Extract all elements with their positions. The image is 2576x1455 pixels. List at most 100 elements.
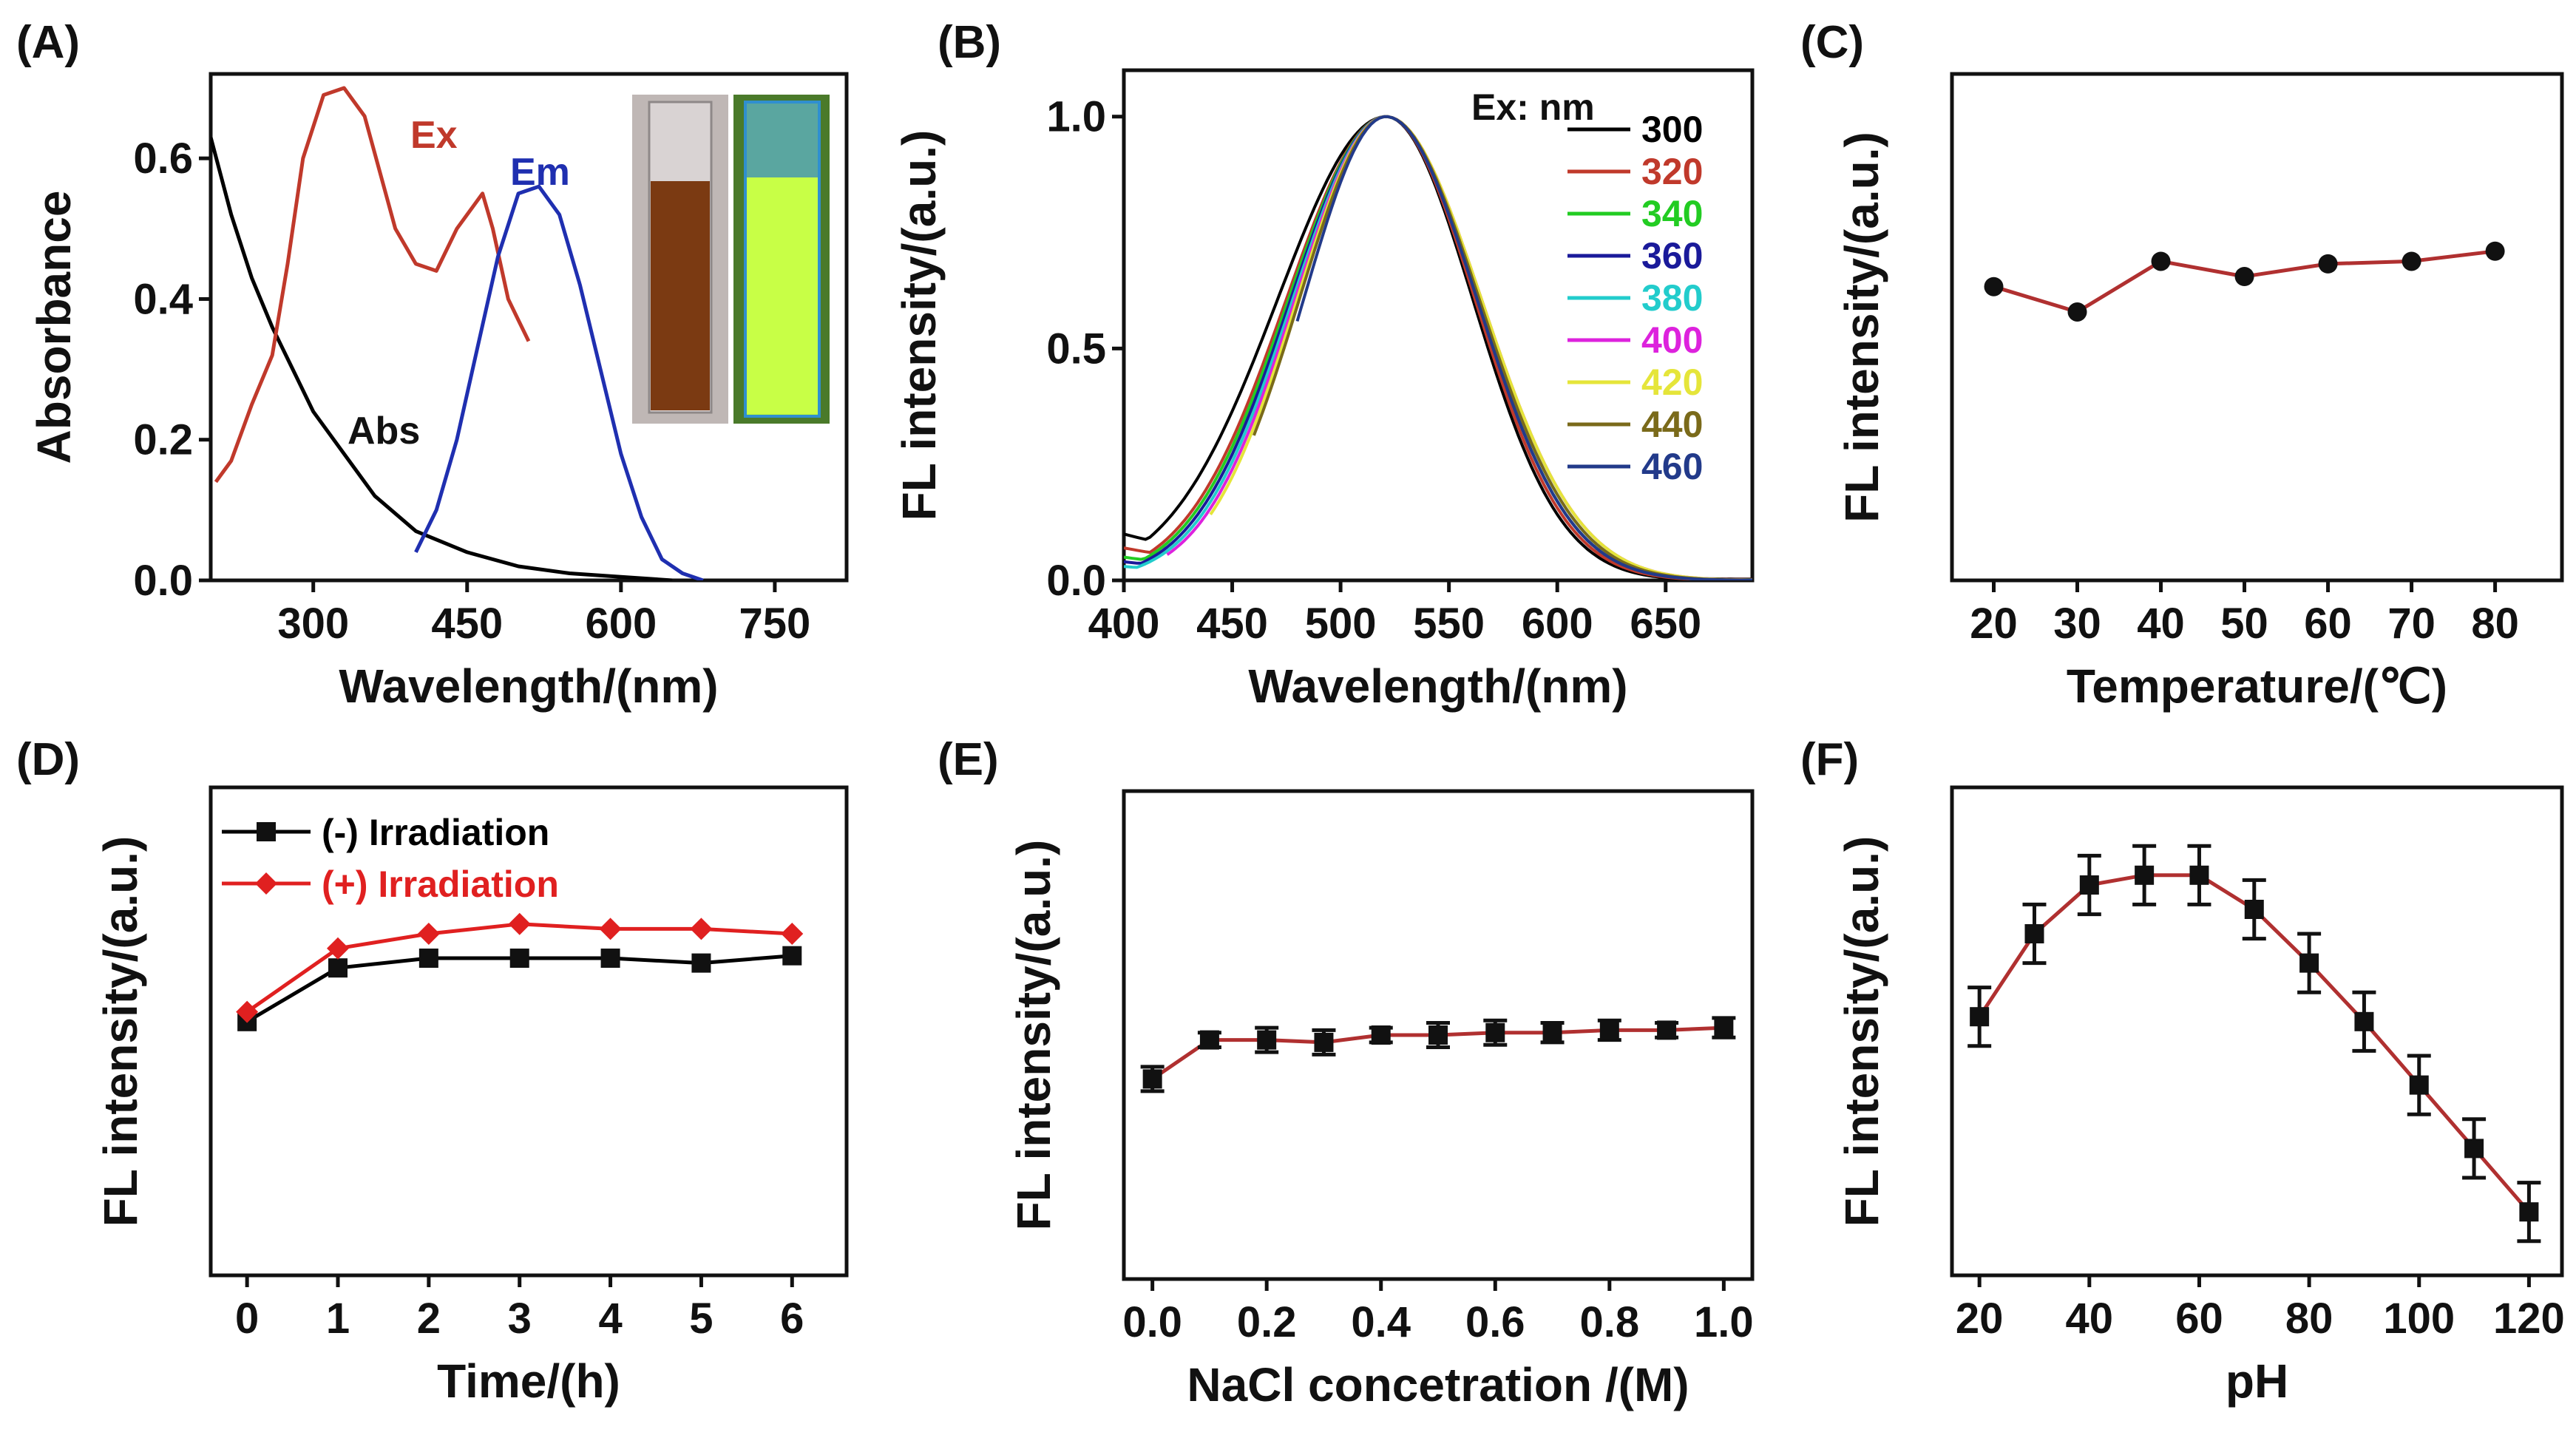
data-point — [417, 923, 440, 945]
x-axis-label: Wavelength/(nm) — [339, 659, 718, 713]
panel-label: (E) — [938, 734, 999, 785]
series-group — [1967, 844, 2541, 1244]
inset-vial-photos — [632, 95, 830, 424]
panel-b: (B) 400 450 500 550 600 650 0.0 0.5 1.0 Wavelength… — [892, 17, 1755, 713]
data-point — [781, 923, 804, 945]
data-point — [2151, 251, 2171, 271]
x-tick-label: 550 — [1413, 600, 1485, 648]
data-point — [2244, 900, 2264, 919]
y-axis-label: FL intensity/(a.u.) — [892, 130, 946, 521]
series-group — [1124, 115, 1752, 580]
legend-label: 400 — [1641, 319, 1703, 361]
data-point — [1599, 1020, 1619, 1040]
data-point — [1199, 1030, 1219, 1050]
x-tick-label: 450 — [431, 600, 503, 648]
y-axis-label: FL intensity/(a.u.) — [94, 836, 147, 1227]
x-tick-label: 120 — [2493, 1295, 2565, 1343]
legend-marker — [257, 822, 276, 841]
data-point — [236, 1000, 259, 1023]
x-tick-label: 0 — [235, 1295, 259, 1343]
plot-frame — [1122, 789, 1755, 1281]
x-tick-label: 70 — [2387, 600, 2436, 648]
data-point — [782, 946, 802, 966]
x-tick-label: 1 — [326, 1295, 350, 1343]
data-point — [1371, 1025, 1391, 1045]
x-tick-label: 80 — [2471, 600, 2519, 648]
y-axis-label: FL intensity/(a.u.) — [1835, 836, 1888, 1227]
y-tick-label: 0.2 — [133, 416, 193, 464]
data-point — [2189, 865, 2209, 885]
series-line-ex — [214, 86, 531, 484]
x-axis-label: pH — [2226, 1354, 2288, 1408]
data-point — [2234, 267, 2254, 286]
plot-frame — [209, 785, 849, 1278]
x-tick-label: 6 — [780, 1295, 804, 1343]
data-point — [1485, 1022, 1505, 1042]
vial-liquid-brown — [651, 181, 710, 410]
x-tick-label: 0.4 — [1351, 1298, 1411, 1346]
data-point — [2024, 924, 2044, 943]
legend: (-) Irradiation (+) Irradiation — [222, 812, 559, 905]
x-tick-label: 40 — [2066, 1295, 2114, 1343]
x-tick-label: 300 — [277, 600, 349, 648]
data-point — [418, 949, 438, 968]
legend-label: 440 — [1641, 404, 1703, 445]
legend-label: (+) Irradiation — [322, 864, 559, 905]
data-point — [691, 953, 711, 973]
annotation-abs: Abs — [348, 410, 420, 452]
data-point — [2402, 251, 2421, 271]
x-tick-label: 80 — [2285, 1295, 2333, 1343]
x-tick-label: 1.0 — [1694, 1298, 1754, 1346]
annotation-em: Em — [510, 151, 570, 194]
series-line-em — [414, 184, 704, 580]
panel-f: (F) 20 40 60 80 100 120 pH FL intensity/(a.u.) — [1800, 734, 2565, 1408]
x-tick-label: 5 — [689, 1295, 713, 1343]
series-line-abs — [211, 136, 673, 580]
vial-liquid-green — [747, 177, 818, 414]
x-tick-label: 500 — [1305, 600, 1377, 648]
data-point — [1970, 1007, 1990, 1027]
data-point — [327, 937, 349, 960]
x-axis-label: Wavelength/(nm) — [1248, 659, 1627, 713]
y-tick-label: 0.5 — [1046, 325, 1106, 373]
data-point — [1542, 1022, 1562, 1042]
x-tick-label: 30 — [2053, 600, 2101, 648]
x-tick-label: 20 — [1970, 600, 2018, 648]
x-tick-label: 0.2 — [1237, 1298, 1297, 1346]
legend-label: 360 — [1641, 235, 1703, 277]
y-tick-label: 0.0 — [1046, 557, 1106, 605]
data-point — [509, 949, 529, 968]
x-tick-label: 4 — [598, 1295, 622, 1343]
data-point — [1142, 1069, 1162, 1089]
plot-frame — [1950, 785, 2564, 1278]
data-point — [2519, 1202, 2539, 1222]
data-point — [690, 918, 713, 940]
plot-frame — [1950, 72, 2564, 583]
series-group — [211, 86, 704, 580]
panel-label: (B) — [938, 17, 1001, 68]
legend-marker — [255, 872, 277, 895]
panel-d: (D) 0 1 2 3 4 5 6 Time/(h) FL intensity/(a.u.) (-)… — [16, 734, 849, 1408]
panel-label: (D) — [16, 734, 80, 785]
x-tick-label: 400 — [1088, 600, 1160, 648]
x-tick-label: 750 — [739, 600, 811, 648]
x-tick-label: 600 — [585, 600, 657, 648]
data-point — [599, 918, 622, 940]
data-point — [2299, 953, 2319, 973]
x-tick-label: 650 — [1630, 600, 1701, 648]
x-tick-label: 60 — [2175, 1295, 2223, 1343]
legend-label: 380 — [1641, 277, 1703, 319]
y-tick-label: 1.0 — [1046, 93, 1106, 141]
data-point — [1314, 1032, 1334, 1052]
y-tick-label: 0.0 — [133, 557, 193, 605]
legend-label: 420 — [1641, 362, 1703, 403]
panel-label: (A) — [16, 17, 80, 68]
plot-frame — [209, 72, 849, 583]
data-point — [1984, 277, 2004, 296]
data-point — [508, 912, 531, 935]
panel-a: (A) 300 450 600 750 0.0 0.2 0.4 0.6 Wavelength/(n… — [16, 17, 849, 713]
x-axis-label: Temperature/(℃) — [2067, 659, 2447, 713]
annotation-ex: Ex — [410, 114, 458, 157]
series-group — [236, 912, 804, 1031]
